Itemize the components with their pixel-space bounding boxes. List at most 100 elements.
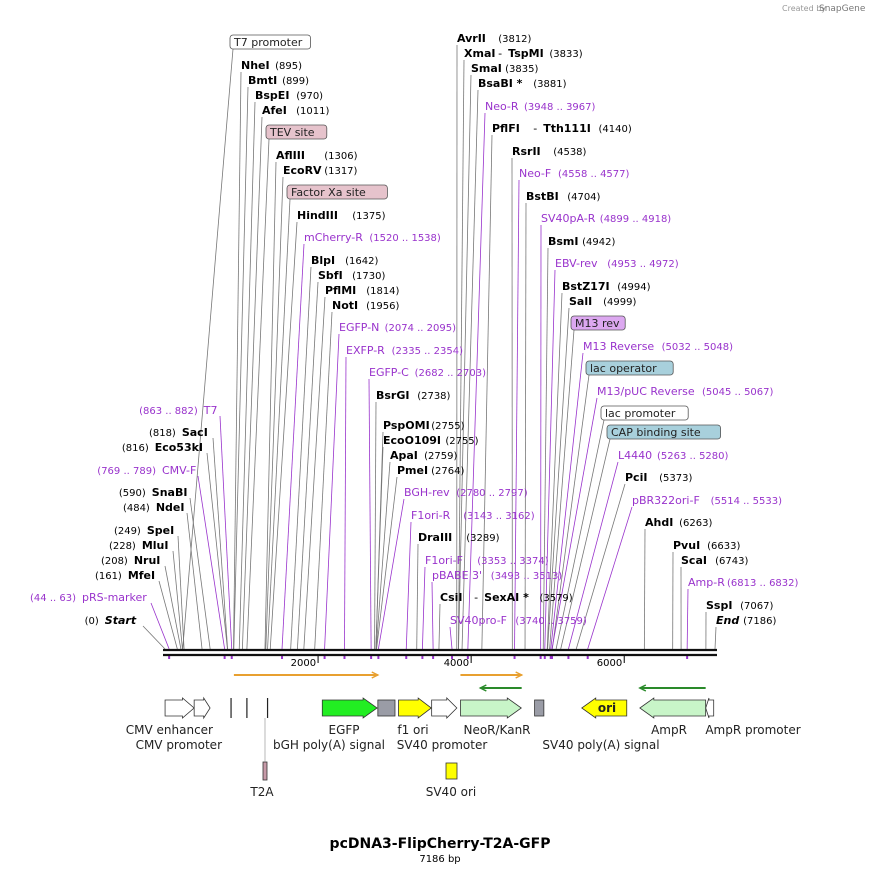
feature-ori[interactable]: ori xyxy=(581,697,628,719)
site-ebv-rev[interactable]: EBV-rev (4953 .. 4972) xyxy=(555,257,679,270)
site-draiii[interactable]: DraIII (3289) xyxy=(418,531,500,544)
site-egfp-n[interactable]: EGFP-N (2074 .. 2095) xyxy=(339,321,456,334)
site-pspomi[interactable]: PspOMI (2755) xyxy=(383,419,465,432)
feature-egfp[interactable]: EGFP xyxy=(321,697,378,737)
feature-ampr-promoter[interactable]: AmpR promoter xyxy=(705,697,801,737)
site-egfp-c[interactable]: EGFP-C (2682 .. 2703) xyxy=(369,366,486,379)
ampr-promoter-shape xyxy=(705,697,715,719)
feature-ampr[interactable]: AmpR xyxy=(639,697,707,737)
site-tev-site[interactable]: TEV site xyxy=(265,124,328,140)
site-factor-xa-site[interactable]: Factor Xa site xyxy=(286,184,388,200)
feature-neor-kanr[interactable]: NeoR/KanR xyxy=(460,697,531,737)
f1ori-r-leader xyxy=(405,521,412,650)
site-sbfi[interactable]: SbfI (1730) xyxy=(318,269,386,282)
feature-sv40-promoter[interactable]: SV40 promoter xyxy=(397,697,488,752)
site-bstz17i[interactable]: BstZ17I (4994) xyxy=(562,280,651,293)
site-cmv-f[interactable]: CMV-F (769 .. 789) xyxy=(97,464,196,477)
site-amp-r[interactable]: Amp-R (6813 .. 6832) xyxy=(688,576,799,589)
site-eco53ki[interactable]: Eco53kI (816) xyxy=(122,441,203,454)
f1ori-f-coord: (3353 .. 3374) xyxy=(477,556,549,567)
site-lac-operator[interactable]: lac operator xyxy=(585,360,674,376)
site-pbr322ori-f[interactable]: pBR322ori-F (5514 .. 5533) xyxy=(632,494,782,507)
feature-sv40-ori[interactable]: SV40 ori xyxy=(426,762,477,799)
pspomi-coord: (2755) xyxy=(431,421,464,432)
feature-cmv-promoter[interactable]: CMV promoter xyxy=(136,696,223,752)
site-pmei[interactable]: PmeI (2764) xyxy=(397,464,465,477)
site-saci[interactable]: SacI (818) xyxy=(149,426,208,439)
site-bsabi[interactable]: BsaBI * (3881) xyxy=(478,77,567,90)
site-blpi[interactable]: BlpI (1642) xyxy=(311,254,379,267)
site-sali[interactable]: SalI (4999) xyxy=(569,295,637,308)
site-scai[interactable]: ScaI (6743) xyxy=(681,554,749,567)
site-f1ori-r[interactable]: F1ori-R (3143 .. 3162) xyxy=(411,509,535,522)
site-nhei[interactable]: NheI (895) xyxy=(241,59,302,72)
feature-f1-ori[interactable]: f1 ori xyxy=(397,697,432,737)
site-ndei[interactable]: NdeI (484) xyxy=(123,501,185,514)
site-t7[interactable]: T7 (863 .. 882) xyxy=(139,404,217,417)
site-cap-binding-site[interactable]: CAP binding site xyxy=(606,424,721,440)
ahdi-name: AhdI xyxy=(645,516,673,529)
site-ecorv[interactable]: EcoRV (1317) xyxy=(283,164,358,177)
site-spei[interactable]: SpeI (249) xyxy=(114,524,174,537)
feature-bgh-polya[interactable]: bGH poly(A) signal xyxy=(273,699,396,752)
site-sv40pa-r[interactable]: SV40pA-R (4899 .. 4918) xyxy=(541,212,671,225)
site-csii[interactable]: CsiI - SexAI * (3579) xyxy=(440,591,573,604)
site-ahdi[interactable]: AhdI (6263) xyxy=(645,516,713,529)
site-f1ori-f[interactable]: F1ori-F (3353 .. 3374) xyxy=(425,554,549,567)
pflmi-coord: (1814) xyxy=(366,286,399,297)
sbfi-leader xyxy=(297,281,319,650)
site-m13-reverse[interactable]: M13 Reverse (5032 .. 5048) xyxy=(583,340,733,353)
site-end[interactable]: End (7186) xyxy=(716,614,776,627)
feature-t2a[interactable]: T2A xyxy=(249,718,274,799)
site-pflmi[interactable]: PflMI (1814) xyxy=(325,284,400,297)
site-avrii[interactable]: AvrII (3812) xyxy=(457,32,532,45)
site-start[interactable]: Start (0) xyxy=(85,614,137,627)
feature-sv40-polya[interactable]: SV40 poly(A) signal xyxy=(534,699,660,752)
site-pflfi[interactable]: PflFI - Tth111I (4140) xyxy=(492,122,632,135)
site-apai[interactable]: ApaI (2759) xyxy=(390,449,458,462)
site-mcherry-r[interactable]: mCherry-R (1520 .. 1538) xyxy=(304,231,441,244)
site-noti[interactable]: NotI (1956) xyxy=(332,299,400,312)
site-m13-rev[interactable]: M13 rev xyxy=(570,315,626,331)
site-prs-marker[interactable]: pRS-marker (44 .. 63) xyxy=(30,591,147,604)
site-bmti[interactable]: BmtI (899) xyxy=(248,74,309,87)
site-neo-r[interactable]: Neo-R (3948 .. 3967) xyxy=(485,100,596,113)
site-mlui[interactable]: MluI (228) xyxy=(109,539,169,552)
site-pvui[interactable]: PvuI (6633) xyxy=(673,539,741,552)
site-m13-puc-reverse[interactable]: M13/pUC Reverse (5045 .. 5067) xyxy=(597,385,774,398)
site-afliii[interactable]: AflIII (1306) xyxy=(276,149,358,162)
csii-name2: SexAI * xyxy=(484,591,529,604)
site-sspi[interactable]: SspI (7067) xyxy=(706,599,774,612)
site-neo-f[interactable]: Neo-F (4558 .. 4577) xyxy=(519,167,630,180)
site-smai[interactable]: SmaI (3835) xyxy=(471,62,539,75)
site-pbabe-3[interactable]: pBABE 3' (3493 .. 3513) xyxy=(432,569,562,582)
site-bsrgi[interactable]: BsrGI (2738) xyxy=(376,389,451,402)
end-name: End xyxy=(716,614,739,627)
xmai-name2: TspMI xyxy=(508,47,544,60)
site-t7-promoter[interactable]: T7 promoter xyxy=(229,34,311,50)
site-mfei[interactable]: MfeI (161) xyxy=(95,569,155,582)
site-rsrii[interactable]: RsrII (4538) xyxy=(512,145,587,158)
site-exfp-r[interactable]: EXFP-R (2335 .. 2354) xyxy=(346,344,463,357)
site-nrui[interactable]: NruI (208) xyxy=(101,554,160,567)
site-sv40pro-f[interactable]: SV40pro-F (3740 .. 3759) xyxy=(450,614,587,627)
site-lac-promoter[interactable]: lac promoter xyxy=(600,405,689,421)
sspi-coord: (7067) xyxy=(740,601,773,612)
site-bsmi[interactable]: BsmI (4942) xyxy=(548,235,616,248)
site-eco0109i[interactable]: EcoO109I (2755) xyxy=(383,434,479,447)
site-snabi[interactable]: SnaBI (590) xyxy=(119,486,188,499)
start-coord: (0) xyxy=(85,616,99,627)
site-bgh-rev[interactable]: BGH-rev (2780 .. 2797) xyxy=(404,486,528,499)
site-bstbi[interactable]: BstBI (4704) xyxy=(526,190,601,203)
orf-4 xyxy=(638,684,706,692)
site-xmai[interactable]: XmaI - TspMI (3833) xyxy=(464,47,583,60)
site-bspei[interactable]: BspEI (970) xyxy=(255,89,323,102)
mcherry-r-name: mCherry-R xyxy=(304,231,363,244)
site-l4440[interactable]: L4440 (5263 .. 5280) xyxy=(618,449,729,462)
site-hindiii[interactable]: HindIII (1375) xyxy=(297,209,386,222)
site-pcii[interactable]: PciI (5373) xyxy=(625,471,693,484)
avrii-name: AvrII xyxy=(457,32,486,45)
site-afei[interactable]: AfeI (1011) xyxy=(262,104,330,117)
draiii-leader xyxy=(416,543,419,650)
feature-cmv-enhancer[interactable]: CMV enhancer xyxy=(126,697,213,737)
